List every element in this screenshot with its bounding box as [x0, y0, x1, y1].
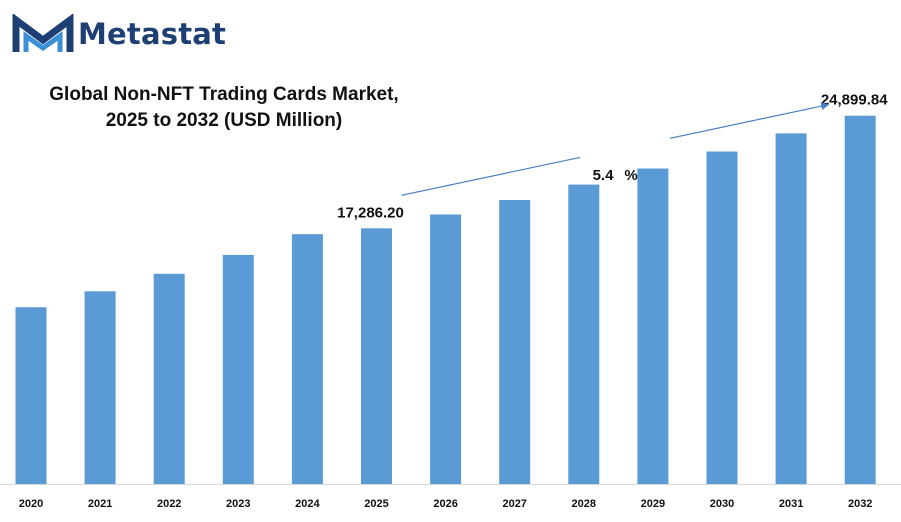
x-tick-label-2024: 2024 [295, 498, 320, 510]
data-labels: 17,286.20 24,899.84 [337, 92, 888, 222]
x-tick-label-2031: 2031 [779, 498, 803, 510]
cagr-value-label: 5.4 [593, 167, 615, 184]
brand-name: Metastat [78, 17, 227, 51]
bar-2020 [15, 307, 47, 484]
bar-2032 [844, 115, 876, 484]
x-tick-label-2023: 2023 [226, 498, 250, 510]
bar-2021 [84, 291, 116, 484]
chart-title-line-1: Global Non-NFT Trading Cards Market, [49, 84, 399, 105]
cagr-unit-label: % [624, 167, 637, 184]
data-label-2025: 17,286.20 [337, 204, 404, 221]
bar-2031 [775, 133, 807, 484]
cagr-arrow-segment-1 [401, 156, 581, 196]
x-tick-labels: 2020 2021 2022 2023 2024 2025 2026 2027 2028 2029… [19, 498, 873, 510]
bar-2024 [291, 234, 323, 484]
bar-2023 [222, 254, 254, 484]
x-tick-label-2021: 2021 [88, 498, 112, 510]
cagr-annotation: 5.4% [401, 102, 830, 196]
bar-2030 [706, 151, 738, 484]
brand-logo: Metastat [12, 12, 226, 56]
bars-group [15, 115, 876, 484]
x-tick-label-2032: 2032 [848, 498, 872, 510]
x-tick-label-2028: 2028 [572, 498, 596, 510]
bar-2028 [568, 184, 600, 484]
x-tick-label-2027: 2027 [502, 498, 526, 510]
metastat-m-logo-icon [12, 14, 74, 52]
bar-2022 [153, 273, 185, 484]
x-tick-label-2026: 2026 [433, 498, 457, 510]
chart-title: Global Non-NFT Trading Cards Market, 202… [18, 82, 430, 134]
bar-2029 [637, 168, 669, 484]
bar-2027 [499, 200, 531, 484]
x-tick-label-2030: 2030 [710, 498, 734, 510]
x-tick-label-2020: 2020 [19, 498, 43, 510]
x-tick-label-2025: 2025 [364, 498, 388, 510]
bar-2026 [430, 214, 462, 484]
x-tick-label-2029: 2029 [641, 498, 665, 510]
cagr-arrow-segment-2 [669, 102, 830, 139]
chart-title-line-2: 2025 to 2032 (USD Million) [105, 110, 343, 131]
x-tick-label-2022: 2022 [157, 498, 181, 510]
bar-2025 [361, 228, 392, 484]
data-label-2032: 24,899.84 [821, 92, 888, 109]
